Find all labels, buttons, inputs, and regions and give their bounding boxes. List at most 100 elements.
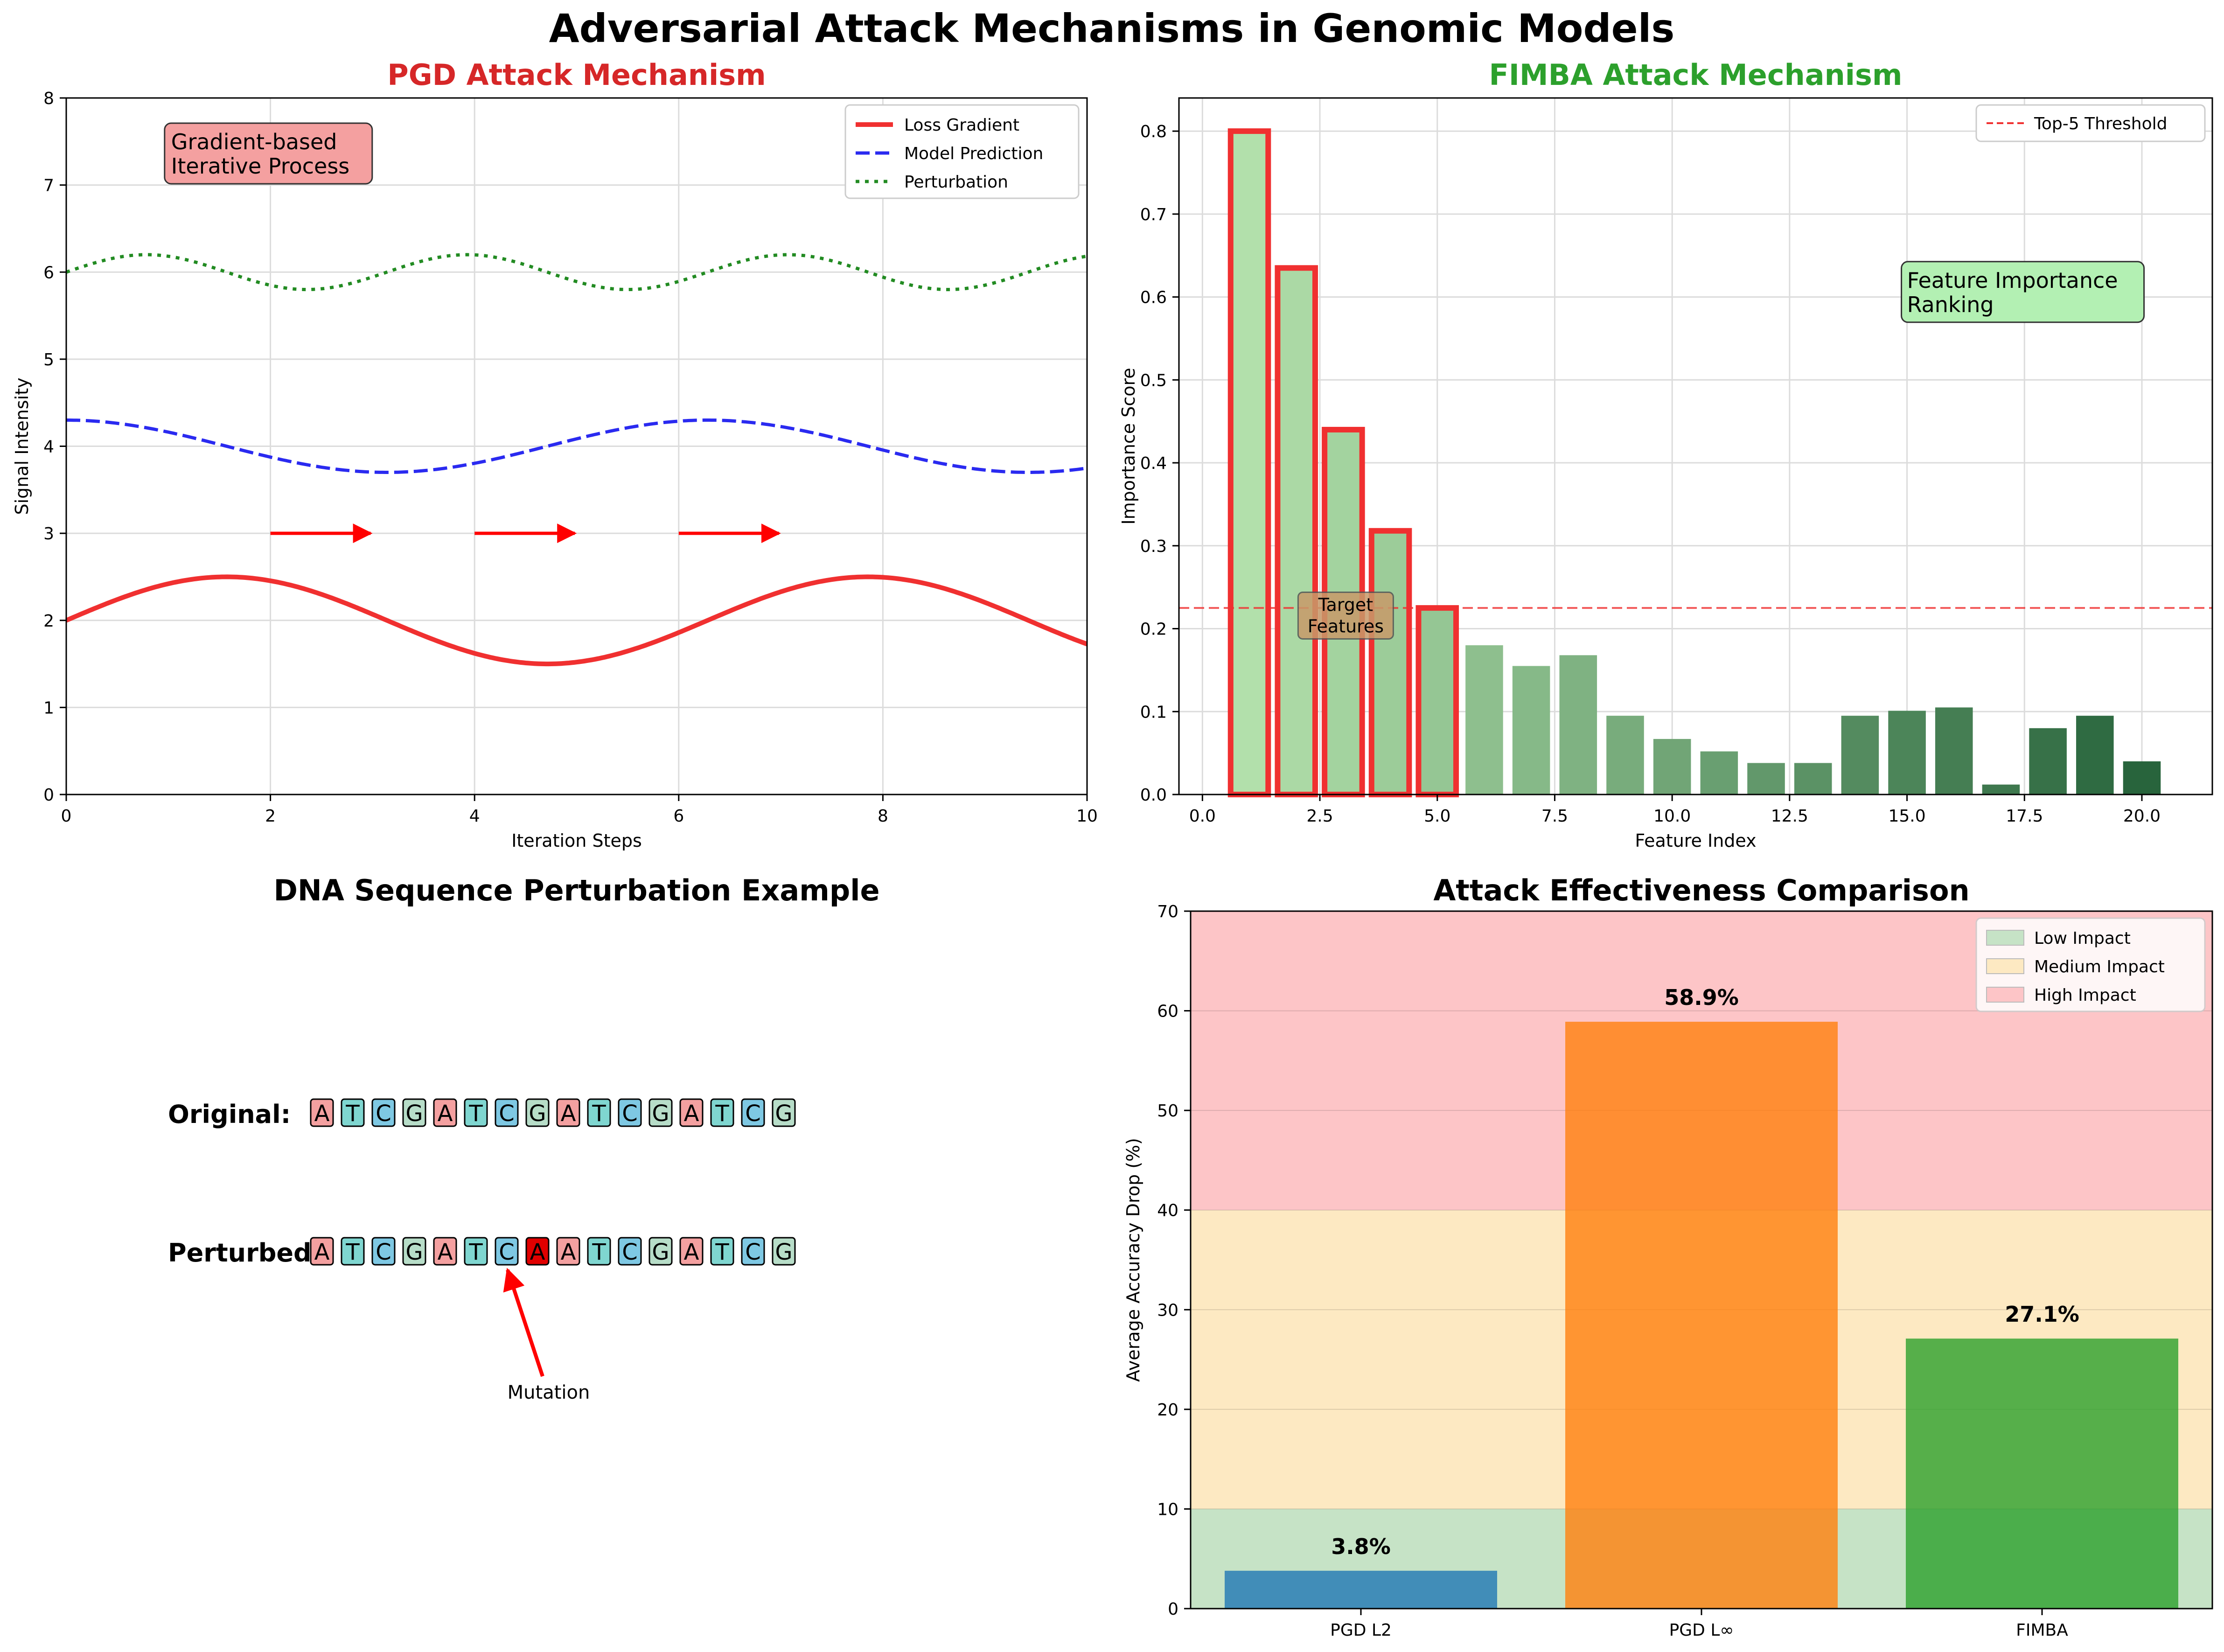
- nucleotide-letter: T: [468, 1101, 483, 1127]
- y-tick-label: 0.1: [1140, 703, 1167, 722]
- importance-bar: [1275, 265, 1318, 798]
- legend-label: High Impact: [2034, 986, 2136, 1005]
- legend-label: Perturbation: [904, 173, 1008, 192]
- annotation-box: [1297, 592, 1394, 640]
- nucleotide-box: [402, 1098, 426, 1127]
- importance-bar: [2076, 716, 2114, 795]
- importance-bar: [1888, 711, 1926, 795]
- x-tick-label: 10.0: [1653, 807, 1691, 826]
- nucleotide-letter: G: [652, 1239, 669, 1265]
- nucleotide-box: [525, 1098, 550, 1127]
- legend-label: Low Impact: [2034, 929, 2131, 948]
- nucleotide-letter: C: [622, 1101, 638, 1127]
- sequence-row-label: Perturbed:: [168, 1238, 321, 1268]
- nucleotide-box: [710, 1098, 734, 1127]
- y-tick-label: 0.2: [1140, 620, 1167, 639]
- nucleotide-box: [310, 1098, 334, 1127]
- annotation-text: Feature Importance Ranking: [1907, 268, 2118, 317]
- annotation-box: [164, 122, 373, 185]
- nucleotide-letter: A: [684, 1101, 699, 1127]
- nucleotide-letter: G: [405, 1239, 423, 1265]
- nucleotide-letter: G: [652, 1101, 669, 1127]
- nucleotide-letter: T: [345, 1239, 360, 1265]
- x-tick-label: 2: [265, 807, 276, 826]
- x-tick-label: 8: [878, 807, 888, 826]
- effectiveness-bar: [1565, 1022, 1838, 1609]
- series-line-2: [65, 253, 1088, 292]
- y-tick-label: 0.5: [1140, 371, 1167, 390]
- legend-swatch: [1986, 930, 2024, 946]
- nucleotide-box: [371, 1098, 396, 1127]
- nucleotide-letter: T: [715, 1239, 729, 1265]
- x-tick-label: 15.0: [1888, 807, 1925, 826]
- legend-box: [1975, 104, 2206, 142]
- importance-bar: [1935, 707, 1973, 795]
- nucleotide-letter: G: [529, 1101, 546, 1127]
- x-tick-label: 6: [673, 807, 684, 826]
- y-tick-label: 8: [43, 89, 54, 108]
- y-tick-label: 70: [1157, 902, 1178, 921]
- y-tick-label: 1: [43, 698, 54, 718]
- nucleotide-letter: A: [530, 1239, 545, 1265]
- nucleotide-letter: T: [715, 1101, 729, 1127]
- x-tick-label: FIMBA: [2016, 1621, 2068, 1640]
- effectiveness-title: Attack Effectiveness Comparison: [1433, 873, 1969, 907]
- legend-swatch: [1986, 987, 2024, 1003]
- importance-bar: [2029, 728, 2067, 795]
- x-tick-label: 17.5: [2006, 807, 2043, 826]
- nucleotide-box: [464, 1237, 488, 1266]
- importance-bar: [1653, 739, 1691, 795]
- importance-bar: [1368, 528, 1412, 797]
- figure-title: Adversarial Attack Mechanisms in Genomic…: [549, 6, 1675, 51]
- nucleotide-letter: C: [622, 1239, 638, 1265]
- x-tick-label: 4: [469, 807, 480, 826]
- y-tick-label: 0.3: [1140, 537, 1167, 556]
- nucleotide-letter: C: [745, 1239, 761, 1265]
- nucleotide-box: [679, 1237, 704, 1266]
- importance-bar: [1606, 716, 1644, 795]
- effectiveness-bar: [1906, 1338, 2178, 1609]
- nucleotide-letter: C: [499, 1239, 515, 1265]
- y-tick-label: 0.6: [1140, 288, 1167, 307]
- pgd-title: PGD Attack Mechanism: [387, 58, 766, 92]
- y-axis-label: Average Accuracy Drop (%): [1123, 1138, 1143, 1382]
- bar-value-label: 27.1%: [2005, 1302, 2079, 1327]
- nucleotide-letter: C: [376, 1101, 391, 1127]
- x-axis-label: Iteration Steps: [511, 830, 642, 851]
- nucleotide-box: [556, 1237, 580, 1266]
- importance-bar: [1512, 666, 1550, 795]
- legend-box: [1975, 917, 2206, 1012]
- nucleotide-box: [433, 1098, 457, 1127]
- bar-value-label: 3.8%: [1331, 1534, 1391, 1559]
- x-tick-label: 0.0: [1189, 807, 1216, 826]
- y-tick-label: 0: [1168, 1600, 1178, 1619]
- series-line-0: [65, 574, 1088, 667]
- nucleotide-letter: G: [775, 1101, 792, 1127]
- x-tick-label: PGD L∞: [1669, 1621, 1734, 1640]
- x-tick-label: PGD L2: [1330, 1621, 1392, 1640]
- nucleotide-letter: T: [345, 1101, 360, 1127]
- mutation-arrow: [503, 1268, 544, 1377]
- nucleotide-box: [648, 1237, 673, 1266]
- x-tick-label: 7.5: [1541, 807, 1568, 826]
- y-axis-label: Importance Score: [1118, 368, 1139, 524]
- nucleotide-box: [525, 1237, 550, 1266]
- nucleotide-letter: A: [438, 1239, 453, 1265]
- nucleotide-box: [402, 1237, 426, 1266]
- dna-title: DNA Sequence Perturbation Example: [273, 873, 879, 907]
- nucleotide-box: [679, 1098, 704, 1127]
- y-tick-label: 7: [43, 176, 54, 195]
- y-tick-label: 2: [43, 612, 54, 631]
- nucleotide-letter: C: [499, 1101, 515, 1127]
- nucleotide-box: [772, 1237, 796, 1266]
- y-tick-label: 3: [43, 524, 54, 544]
- fimba-title: FIMBA Attack Mechanism: [1489, 58, 1903, 92]
- nucleotide-letter: A: [438, 1101, 453, 1127]
- nucleotide-box: [371, 1237, 396, 1266]
- bar-value-label: 58.9%: [1664, 985, 1739, 1010]
- sequence-row-label: Original:: [168, 1100, 291, 1129]
- nucleotide-box: [310, 1237, 334, 1266]
- y-tick-label: 40: [1157, 1201, 1178, 1220]
- annotation-box: [1901, 261, 2145, 323]
